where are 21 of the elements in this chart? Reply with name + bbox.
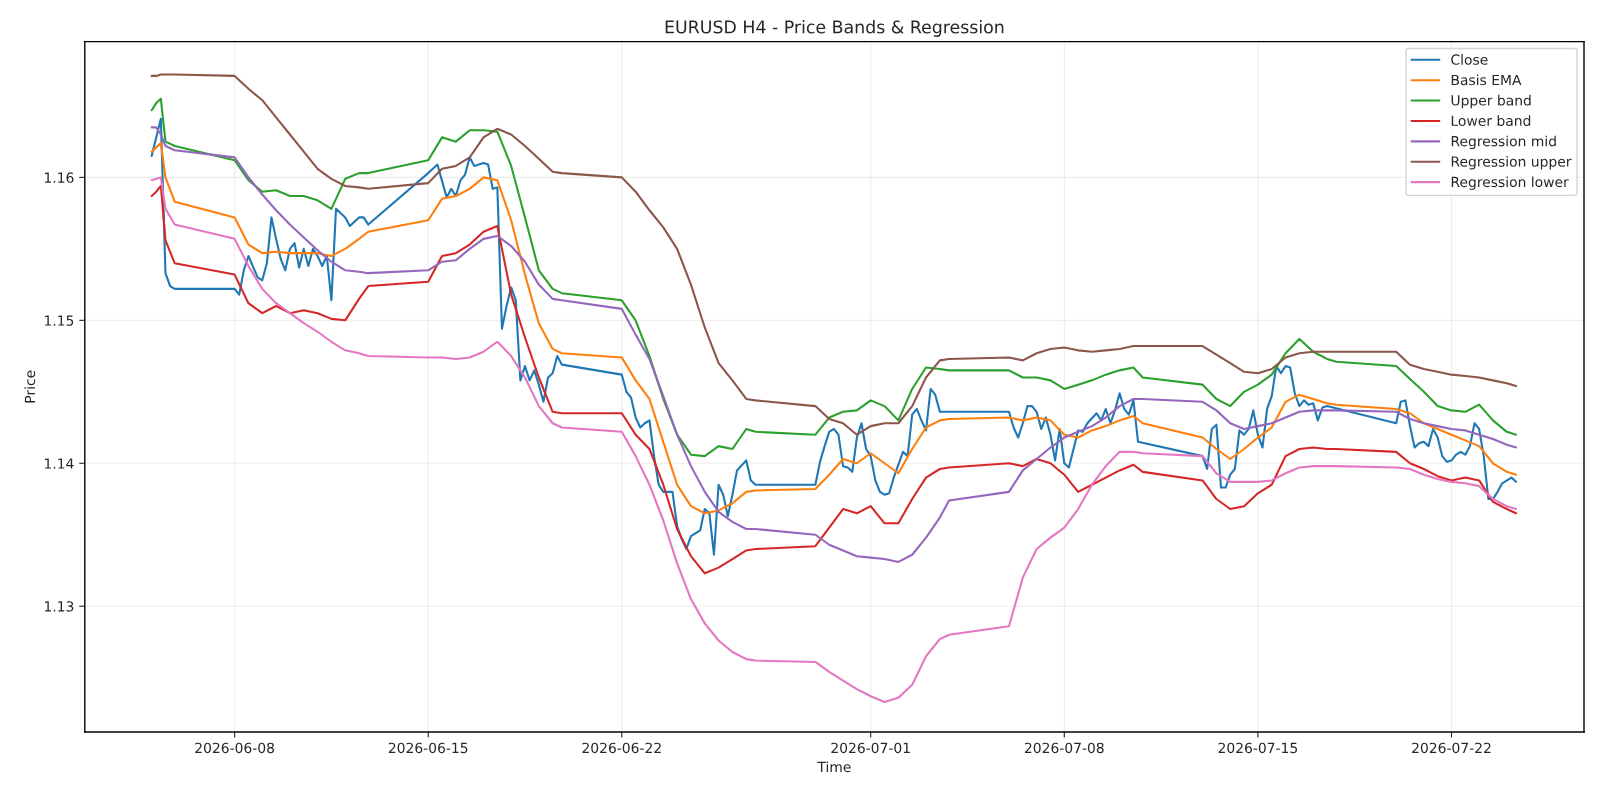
legend-label: Lower band (1451, 115, 1531, 127)
legend-label: Upper band (1451, 94, 1531, 109)
legend-label: Regression lower (1451, 176, 1569, 190)
x-tick-label: 2026-07-15 (1218, 742, 1298, 754)
y-tick-label: 1.16 (44, 172, 74, 183)
y-tick-label: 1.14 (44, 458, 74, 469)
x-tick-label: 2026-07-08 (1024, 742, 1104, 754)
x-tick-label: 2026-07-22 (1412, 742, 1491, 754)
y-tick-label: 1.13 (44, 601, 74, 612)
x-tick-label: 2026-06-15 (388, 742, 468, 754)
legend-label: Regression upper (1451, 156, 1572, 170)
y-axis-title: Price (24, 370, 36, 403)
x-tick-label: 2026-07-01 (831, 742, 910, 754)
x-axis-title: Time (817, 761, 851, 773)
legend-label: Close (1451, 54, 1488, 65)
x-tick-label: 2026-06-08 (195, 742, 275, 754)
y-tick-label: 1.15 (44, 315, 74, 326)
legend-label: Regression mid (1451, 135, 1556, 150)
legend-label: Basis EMA (1451, 74, 1522, 86)
chart-title: EURUSD H4 - Price Bands & Regression (665, 20, 1004, 37)
x-tick-label: 2026-06-22 (582, 742, 661, 754)
